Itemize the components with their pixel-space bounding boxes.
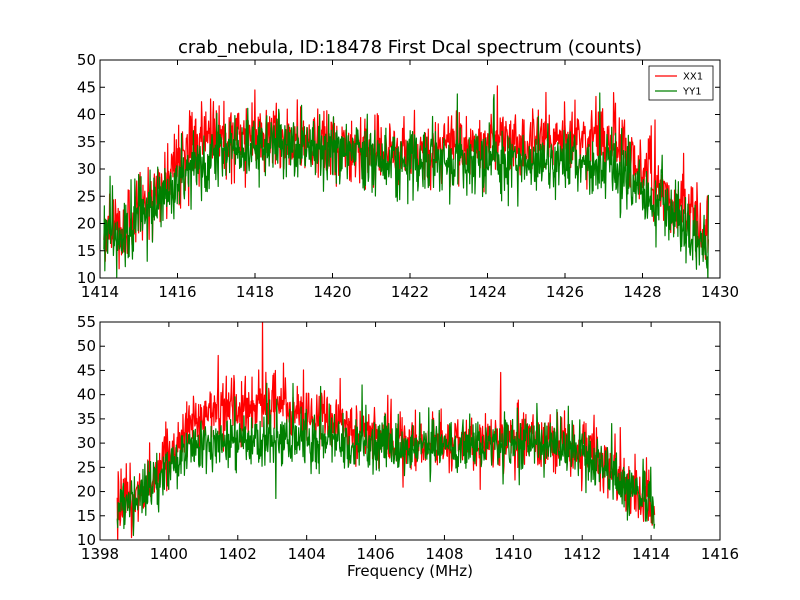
series-line-xx1 (103, 85, 709, 270)
y-tick-label: 50 (77, 337, 96, 355)
y-tick-label: 30 (77, 434, 96, 452)
x-tick-label: 1430 (701, 283, 739, 301)
x-tick-label: 1416 (701, 545, 739, 563)
y-tick-label: 30 (77, 160, 96, 178)
x-tick-label: 1402 (219, 545, 257, 563)
y-tick-label: 55 (77, 313, 96, 331)
x-tick-label: 1420 (313, 283, 351, 301)
y-tick-label: 25 (77, 187, 96, 205)
plot-panel-1: 1414 1416 1418 1420 1422 1424 1426 1428 1430 10 15… (77, 37, 739, 301)
x-tick-label: 1400 (150, 545, 188, 563)
x-tick-label: 1426 (546, 283, 584, 301)
y-tick-label: 10 (77, 531, 96, 549)
series-line-yy1 (116, 382, 656, 537)
y-tick-label: 20 (77, 215, 96, 233)
legend-label-xx1: XX1 (683, 72, 703, 83)
plot-panel-2: 1398 1400 1402 1404 1406 1408 1410 1412 1414 1416… (77, 313, 739, 580)
x-tick-label: 1428 (623, 283, 661, 301)
y-tick-label: 45 (77, 78, 96, 96)
x-tick-label: 1406 (356, 545, 394, 563)
y-tick-label: 35 (77, 133, 96, 151)
x-axis-label: Frequency (MHz) (347, 562, 473, 580)
x-tick-label: 1416 (158, 283, 196, 301)
x-tick-label: 1404 (288, 545, 326, 563)
x-tick-label: 1414 (81, 283, 119, 301)
y-tick-label: 35 (77, 410, 96, 428)
y-tick-label: 15 (77, 507, 96, 525)
x-tick-label: 1412 (563, 545, 601, 563)
legend-label-yy1: YY1 (682, 87, 702, 98)
x-tick-label: 1424 (468, 283, 506, 301)
y-tick-label: 20 (77, 483, 96, 501)
legend-box (648, 65, 714, 101)
chart-title: crab_nebula, ID:18478 First Dcal spectru… (178, 37, 642, 58)
y-tick-label: 15 (77, 242, 96, 260)
x-tick-label: 1408 (425, 545, 463, 563)
x-tick-label: 1410 (494, 545, 532, 563)
y-tick-label: 45 (77, 361, 96, 379)
series-line-yy1 (103, 92, 709, 278)
x-tick-label: 1414 (632, 545, 670, 563)
y-tick-label: 40 (77, 386, 96, 404)
x-tick-label: 1422 (391, 283, 429, 301)
y-tick-label: 40 (77, 106, 96, 124)
axes-frame (99, 321, 721, 541)
y-tick-label: 10 (77, 269, 96, 287)
x-tick-label: 1418 (236, 283, 274, 301)
y-tick-label: 50 (77, 51, 96, 69)
x-tick-label: 1398 (81, 545, 119, 563)
y-tick-label: 25 (77, 458, 96, 476)
